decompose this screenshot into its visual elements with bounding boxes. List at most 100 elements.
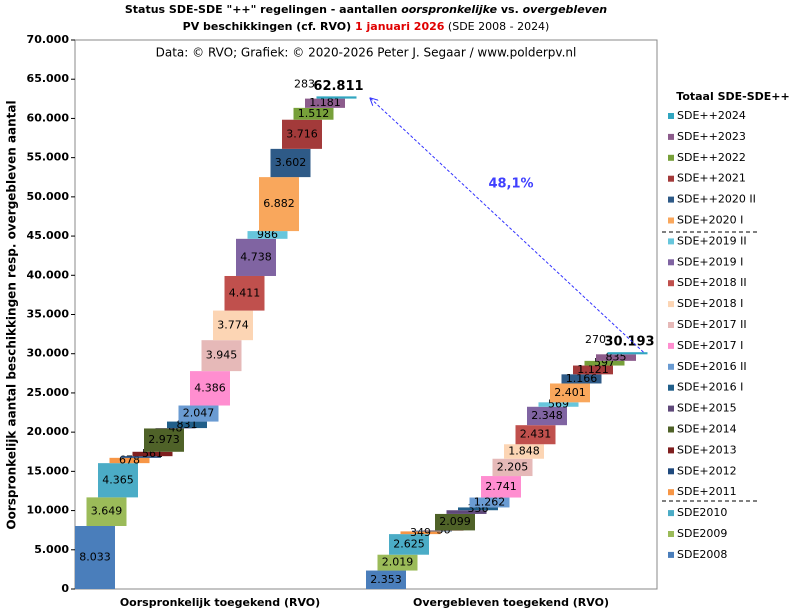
segment: [190, 371, 230, 406]
y-tick-label: 25.000: [27, 386, 70, 399]
y-tick-label: 65.000: [27, 72, 70, 85]
legend-label: SDE++2020 II: [677, 193, 756, 206]
value-label: 3.945: [206, 349, 238, 362]
title-part: vs.: [497, 3, 523, 16]
segment: [201, 340, 242, 372]
value-label: 1.848: [508, 444, 540, 457]
value-label: 1.181: [309, 96, 341, 109]
segment: [144, 428, 184, 452]
legend-label: SDE2008: [677, 548, 727, 561]
segment: [236, 238, 276, 276]
y-tick-label: 5.000: [34, 543, 69, 556]
y-tick-label: 60.000: [27, 111, 70, 124]
y-tick-label: 10.000: [27, 504, 70, 517]
value-label: 4.411: [229, 286, 261, 299]
value-label: 2.205: [497, 460, 529, 473]
segment: [412, 530, 452, 532]
legend-swatch: [668, 217, 674, 224]
x-tick-label: Oorspronkelijk toegekend (RVO): [120, 596, 320, 609]
value-label: 4.386: [194, 381, 226, 394]
value-label: 2.047: [183, 407, 215, 420]
segment: [469, 497, 510, 508]
legend-swatch: [668, 322, 674, 328]
y-tick-label: 30.000: [27, 347, 70, 360]
title-part: oorspronkelijke: [401, 3, 497, 16]
segment: [446, 510, 487, 514]
value-label: 3.649: [91, 505, 123, 518]
y-tick-label: 50.000: [27, 190, 70, 203]
legend-label: SDE2010: [677, 506, 727, 519]
y-tick-label: 40.000: [27, 268, 70, 281]
value-label: 8.033: [79, 550, 111, 563]
legend-swatch: [668, 301, 674, 308]
value-label: 3.774: [217, 318, 249, 331]
value-label: 2.099: [439, 515, 471, 528]
title-part: overgebleven: [523, 3, 608, 16]
segment: [389, 534, 429, 555]
value-label: 986: [257, 228, 278, 241]
legend-swatch: [668, 531, 674, 537]
value-label: 1.166: [566, 372, 598, 385]
segment: [259, 177, 299, 232]
segment: [527, 406, 567, 426]
legend-swatch: [668, 447, 674, 454]
value-label: 270: [585, 333, 606, 346]
value-label: 2.401: [554, 386, 586, 399]
legend-label: SDE+2016 I: [677, 381, 743, 394]
legend-label: SDE+2016 II: [677, 360, 747, 373]
segment: [435, 513, 475, 531]
value-label: 2.625: [393, 537, 425, 550]
segment: [492, 458, 533, 477]
y-tick-label: 45.000: [27, 229, 70, 242]
segment: [305, 98, 345, 108]
segment: [538, 402, 579, 407]
value-label: 1.262: [474, 495, 506, 508]
y-tick-label: 20.000: [27, 425, 70, 438]
legend-swatch: [668, 133, 674, 140]
value-label: 349: [410, 526, 431, 539]
value-label: 2.973: [148, 433, 180, 446]
y-tick-label: 15.000: [27, 464, 70, 477]
segment: [573, 365, 613, 375]
segment: [596, 354, 636, 361]
y-tick-label: 0: [61, 582, 69, 595]
legend-swatch: [668, 510, 674, 517]
title-part: (SDE 2008 - 2024): [444, 20, 549, 33]
legend-title: Totaal SDE-SDE++: [676, 90, 789, 103]
value-label: 2.019: [382, 556, 414, 569]
value-label: 3.716: [286, 127, 318, 140]
y-tick-label: 55.000: [27, 151, 70, 164]
segment: [86, 497, 127, 526]
value-label: 4.738: [240, 250, 272, 263]
legend-label: SDE++2021: [677, 172, 746, 185]
segment: [584, 360, 625, 366]
value-label: 2.741: [485, 480, 517, 493]
legend-swatch: [668, 113, 674, 119]
plot-frame: [74, 39, 658, 590]
segment: [366, 570, 406, 589]
legend-label: SDE+2019 I: [677, 255, 743, 268]
segment: [167, 421, 207, 429]
value-label: 4.365: [102, 473, 134, 486]
y-tick-label: 70.000: [27, 33, 70, 46]
segment: [316, 96, 357, 99]
title-line2: PV beschikkingen (cf. RVO) 1 januari 202…: [183, 20, 550, 33]
segment: [293, 107, 334, 120]
legend-label: SDE++2023: [677, 130, 746, 143]
segment: [98, 463, 138, 498]
segment: [213, 310, 253, 341]
legend-label: SDE++2022: [677, 151, 746, 164]
value-label: 3.602: [275, 156, 307, 169]
value-label: 6.882: [263, 197, 295, 210]
legend-label: SDE2009: [677, 527, 727, 540]
legend-swatch: [668, 196, 674, 203]
segment: [400, 531, 441, 535]
legend-label: SDE+2017 I: [677, 339, 743, 352]
segment: [224, 275, 265, 311]
value-label: 2.348: [531, 409, 563, 422]
legend-swatch: [668, 489, 674, 496]
segment: [75, 525, 115, 589]
legend-swatch: [668, 280, 674, 287]
legend-label: SDE+2014: [677, 423, 737, 436]
y-axis-label: Oorspronkelijk aantal beschikkingen resp…: [5, 100, 19, 529]
